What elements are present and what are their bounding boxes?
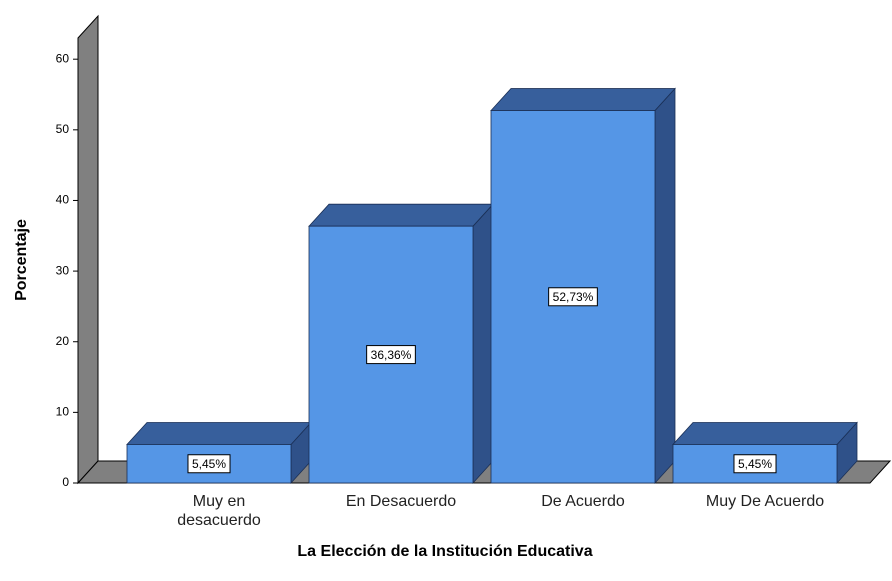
y-tick-label: 60 xyxy=(56,51,70,65)
y-tick-label: 0 xyxy=(62,475,69,489)
bar-top xyxy=(490,88,676,111)
y-tick-label: 50 xyxy=(56,122,70,136)
y-tick-label: 30 xyxy=(56,263,70,277)
value-label: 36,36% xyxy=(371,348,412,362)
bar-side xyxy=(472,203,494,485)
x-tick-label: Muy De Acuerdo xyxy=(705,493,825,510)
value-label-box xyxy=(366,345,416,365)
x-tick-label: En Desacuerdo xyxy=(345,493,457,510)
y-tick-label: 20 xyxy=(56,334,70,348)
x-tick-label: De Acuerdo xyxy=(541,493,625,510)
bar-top xyxy=(308,203,494,227)
y-axis-title: Porcentaje xyxy=(13,219,30,301)
bar-side xyxy=(654,87,676,485)
value-label-box xyxy=(187,454,231,474)
bar-top xyxy=(126,422,312,445)
x-axis-title: La Elección de la Institución Educativa xyxy=(297,543,592,560)
x-tick-label: Muy en desacuerdo xyxy=(177,493,261,529)
value-label-box xyxy=(548,287,598,307)
bar-top xyxy=(672,422,858,445)
value-label: 5,45% xyxy=(192,457,226,471)
value-label: 52,73% xyxy=(553,290,594,304)
axis-wall xyxy=(77,14,99,485)
value-label: 5,45% xyxy=(738,457,772,471)
y-tick-label: 10 xyxy=(56,405,70,419)
value-label-box xyxy=(733,454,777,474)
y-tick-label: 40 xyxy=(56,193,70,207)
